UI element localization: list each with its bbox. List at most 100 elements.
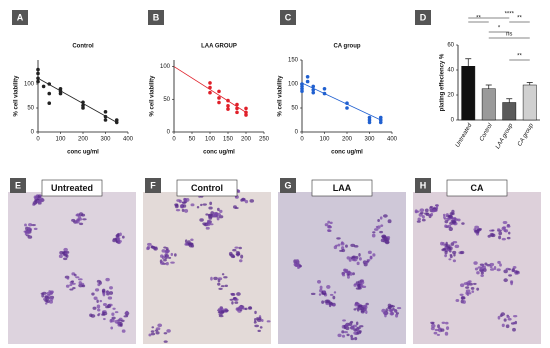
cell [105, 277, 110, 282]
data-point [345, 106, 349, 110]
cell [31, 223, 36, 227]
data-point [305, 75, 310, 79]
cell [451, 217, 456, 220]
x-axis-label: conc ug/ml [203, 150, 235, 156]
cell [341, 248, 346, 253]
data-point [244, 106, 248, 111]
cell [350, 320, 354, 324]
cell [507, 317, 512, 321]
cell [369, 255, 373, 259]
y-axis-label: % cell viability [14, 75, 20, 117]
cell [116, 321, 121, 325]
chart-title: Control [72, 44, 94, 50]
cell [155, 327, 161, 331]
cell [431, 323, 436, 328]
significance-label: ** [517, 16, 522, 22]
cell [73, 273, 77, 277]
cell [99, 280, 102, 285]
y-tick-label: 60 [447, 43, 454, 49]
cell [431, 209, 437, 212]
x-axis-label: conc ug/ml [67, 150, 99, 156]
data-point [103, 118, 108, 122]
cell [436, 333, 441, 336]
x-tick-label: 200 [342, 137, 353, 143]
cell [356, 261, 360, 266]
chart-title: LAA GROUP [201, 44, 237, 50]
cell [146, 245, 151, 250]
cell [27, 228, 31, 232]
cell [166, 329, 171, 333]
cell [112, 307, 116, 310]
cell [341, 241, 344, 245]
panel-letter-box [10, 178, 26, 193]
cell [259, 326, 263, 329]
cell [375, 225, 379, 229]
cell [416, 220, 421, 223]
x-tick-label: 200 [241, 137, 252, 143]
panel-letter-box [280, 10, 296, 25]
cell [119, 323, 123, 327]
cell [208, 220, 211, 225]
cell [70, 280, 75, 283]
cell [453, 253, 456, 257]
data-point [36, 67, 40, 72]
cell [424, 208, 429, 213]
cell [241, 198, 246, 201]
cell [216, 217, 220, 221]
cell [33, 227, 38, 231]
cell [184, 239, 188, 244]
cell [444, 254, 448, 258]
cell [498, 235, 502, 240]
cell [244, 199, 249, 204]
cell [371, 233, 376, 238]
cell [395, 312, 399, 315]
cell [354, 303, 359, 307]
cell [110, 318, 115, 323]
cell [239, 259, 243, 263]
cell [205, 226, 210, 230]
cell [174, 253, 177, 257]
cell [109, 286, 113, 290]
cell [503, 269, 508, 274]
cell [512, 268, 516, 272]
error-bar [485, 84, 492, 89]
cell [224, 309, 229, 312]
cell [91, 292, 95, 296]
data-point [47, 82, 52, 86]
cell [184, 208, 189, 213]
cell [46, 291, 51, 296]
cell [163, 258, 167, 262]
cell [395, 313, 399, 318]
cell [337, 333, 342, 338]
data-point [244, 110, 248, 115]
cell [472, 282, 477, 285]
cell [499, 314, 503, 317]
cell [385, 308, 388, 312]
panel-letter-box [415, 178, 431, 193]
cell [480, 271, 484, 275]
data-point [217, 89, 221, 94]
cell [445, 321, 449, 325]
cell [417, 217, 421, 221]
error-bar [526, 82, 533, 85]
cell [220, 310, 225, 314]
cell [365, 302, 369, 306]
cell [468, 292, 472, 295]
x-tick-label: 400 [387, 137, 398, 143]
cell [24, 223, 27, 227]
panel-letter: C [285, 12, 292, 22]
panel-letter-box [280, 178, 296, 193]
cell [165, 261, 169, 266]
cell [514, 320, 518, 325]
cell [328, 224, 331, 228]
cell [512, 265, 517, 269]
data-point [103, 114, 108, 119]
y-tick-label: 50 [291, 106, 298, 112]
cell [355, 329, 360, 332]
cell [234, 298, 239, 301]
cell [481, 263, 485, 268]
cell [102, 317, 106, 321]
error-bar [465, 58, 472, 67]
cell [430, 326, 435, 331]
panel-letter: B [153, 12, 160, 22]
